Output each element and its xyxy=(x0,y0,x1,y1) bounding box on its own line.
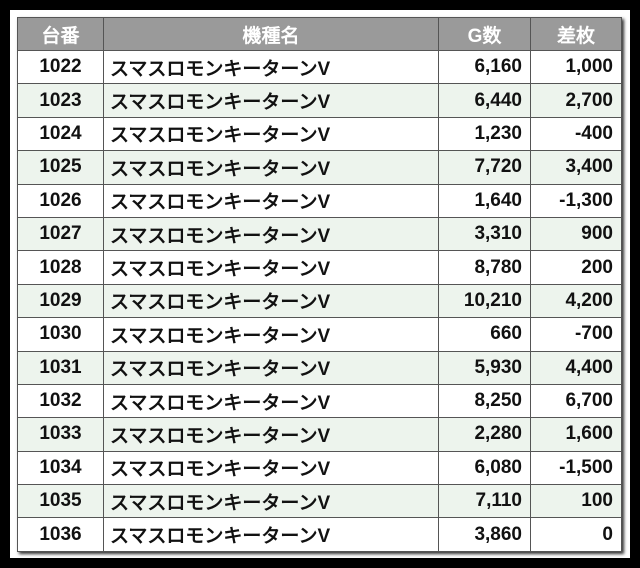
machine-name-cell: スマスロモンキーターンV xyxy=(103,350,439,385)
machine-number-cell: 1022 xyxy=(17,49,104,85)
table-row: 1027 スマスロモンキーターンV 3,310 900 xyxy=(17,216,622,252)
machine-name-cell: スマスロモンキーターンV xyxy=(103,417,439,452)
difference-cell: 6,700 xyxy=(530,383,622,419)
machine-number-cell: 1034 xyxy=(17,450,104,486)
games-cell: 8,780 xyxy=(438,250,531,285)
header-games: G数 xyxy=(438,17,531,51)
games-cell: 8,250 xyxy=(438,383,531,419)
table-row: 1030 スマスロモンキーターンV 660 -700 xyxy=(17,317,622,352)
machine-number-cell: 1027 xyxy=(17,216,104,252)
machine-number-cell: 1025 xyxy=(17,150,104,185)
machine-name-cell: スマスロモンキーターンV xyxy=(103,317,439,352)
machine-number-cell: 1026 xyxy=(17,183,104,218)
table-row: 1028 スマスロモンキーターンV 8,780 200 xyxy=(17,250,622,285)
table-row: 1034 スマスロモンキーターンV 6,080 -1,500 xyxy=(17,450,622,486)
games-cell: 6,440 xyxy=(438,83,531,118)
difference-cell: 100 xyxy=(530,484,622,519)
machine-name-cell: スマスロモンキーターンV xyxy=(103,83,439,118)
difference-cell: 4,400 xyxy=(530,350,622,385)
difference-cell: 2,700 xyxy=(530,83,622,118)
machine-number-cell: 1029 xyxy=(17,283,104,319)
machine-name-cell: スマスロモンキーターンV xyxy=(103,450,439,486)
machine-name-cell: スマスロモンキーターンV xyxy=(103,383,439,419)
machine-name-cell: スマスロモンキーターンV xyxy=(103,517,439,552)
table-row: 1031 スマスロモンキーターンV 5,930 4,400 xyxy=(17,350,622,385)
table-row: 1025 スマスロモンキーターンV 7,720 3,400 xyxy=(17,150,622,185)
games-cell: 7,110 xyxy=(438,484,531,519)
difference-cell: 1,000 xyxy=(530,49,622,85)
machine-name-cell: スマスロモンキーターンV xyxy=(103,183,439,218)
games-cell: 6,080 xyxy=(438,450,531,486)
machine-name-cell: スマスロモンキーターンV xyxy=(103,283,439,319)
machine-name-cell: スマスロモンキーターンV xyxy=(103,116,439,152)
games-cell: 5,930 xyxy=(438,350,531,385)
header-row: 台番 機種名 G数 差枚 xyxy=(17,17,622,51)
machine-number-cell: 1023 xyxy=(17,83,104,118)
games-cell: 7,720 xyxy=(438,150,531,185)
machine-number-cell: 1032 xyxy=(17,383,104,419)
header-difference: 差枚 xyxy=(530,17,622,51)
games-cell: 3,860 xyxy=(438,517,531,552)
machine-number-cell: 1024 xyxy=(17,116,104,152)
games-cell: 2,280 xyxy=(438,417,531,452)
table-row: 1029 スマスロモンキーターンV 10,210 4,200 xyxy=(17,283,622,319)
machine-name-cell: スマスロモンキーターンV xyxy=(103,150,439,185)
table-row: 1022 スマスロモンキーターンV 6,160 1,000 xyxy=(17,49,622,85)
machine-number-cell: 1033 xyxy=(17,417,104,452)
difference-cell: 900 xyxy=(530,216,622,252)
machine-number-cell: 1031 xyxy=(17,350,104,385)
machine-name-cell: スマスロモンキーターンV xyxy=(103,216,439,252)
machine-number-cell: 1030 xyxy=(17,317,104,352)
difference-cell: -400 xyxy=(530,116,622,152)
difference-cell: 3,400 xyxy=(530,150,622,185)
difference-cell: -1,300 xyxy=(530,183,622,218)
machine-number-cell: 1035 xyxy=(17,484,104,519)
difference-cell: 200 xyxy=(530,250,622,285)
table-row: 1033 スマスロモンキーターンV 2,280 1,600 xyxy=(17,417,622,452)
table-row: 1023 スマスロモンキーターンV 6,440 2,700 xyxy=(17,83,622,118)
machine-number-cell: 1028 xyxy=(17,250,104,285)
games-cell: 1,640 xyxy=(438,183,531,218)
difference-cell: 0 xyxy=(530,517,622,552)
machine-name-cell: スマスロモンキーターンV xyxy=(103,250,439,285)
machine-name-cell: スマスロモンキーターンV xyxy=(103,484,439,519)
machine-number-cell: 1036 xyxy=(17,517,104,552)
table-row: 1036 スマスロモンキーターンV 3,860 0 xyxy=(17,517,622,552)
games-cell: 660 xyxy=(438,317,531,352)
table-row: 1035 スマスロモンキーターンV 7,110 100 xyxy=(17,484,622,519)
table-row: 1032 スマスロモンキーターンV 8,250 6,700 xyxy=(17,383,622,419)
difference-cell: 4,200 xyxy=(530,283,622,319)
table-row: 1026 スマスロモンキーターンV 1,640 -1,300 xyxy=(17,183,622,218)
table-row: 1024 スマスロモンキーターンV 1,230 -400 xyxy=(17,116,622,152)
games-cell: 6,160 xyxy=(438,49,531,85)
games-cell: 1,230 xyxy=(438,116,531,152)
games-cell: 3,310 xyxy=(438,216,531,252)
difference-cell: -1,500 xyxy=(530,450,622,486)
difference-cell: -700 xyxy=(530,317,622,352)
header-machine-number: 台番 xyxy=(17,17,104,51)
machine-name-cell: スマスロモンキーターンV xyxy=(103,49,439,85)
machine-data-table: 台番 機種名 G数 差枚 1022 スマスロモンキーターンV 6,160 1,000 1… xyxy=(17,17,622,552)
difference-cell: 1,600 xyxy=(530,417,622,452)
header-machine-name: 機種名 xyxy=(103,17,439,51)
games-cell: 10,210 xyxy=(438,283,531,319)
